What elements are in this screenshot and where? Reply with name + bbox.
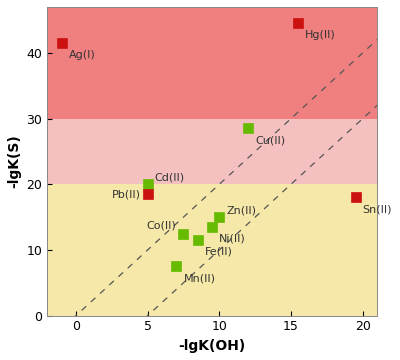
Text: Ag(I): Ag(I)	[69, 50, 96, 60]
Text: Zn(II): Zn(II)	[226, 206, 256, 216]
X-axis label: -lgK(OH): -lgK(OH)	[178, 339, 246, 353]
Text: Pb(II): Pb(II)	[112, 189, 140, 199]
Text: Hg(II): Hg(II)	[305, 30, 336, 40]
Text: Fe(II): Fe(II)	[205, 247, 233, 257]
Text: Mn(II): Mn(II)	[184, 273, 216, 283]
Bar	[47, 118, 377, 184]
Text: Ni(II): Ni(II)	[219, 234, 246, 244]
Y-axis label: -lgK(S): -lgK(S)	[7, 134, 21, 188]
Text: Cu(II): Cu(II)	[255, 135, 285, 145]
Bar	[47, 184, 377, 316]
Text: Sn(II): Sn(II)	[363, 204, 392, 214]
Text: Co(II): Co(II)	[146, 221, 176, 231]
Text: Cd(II): Cd(II)	[155, 173, 185, 183]
Bar	[47, 7, 377, 118]
